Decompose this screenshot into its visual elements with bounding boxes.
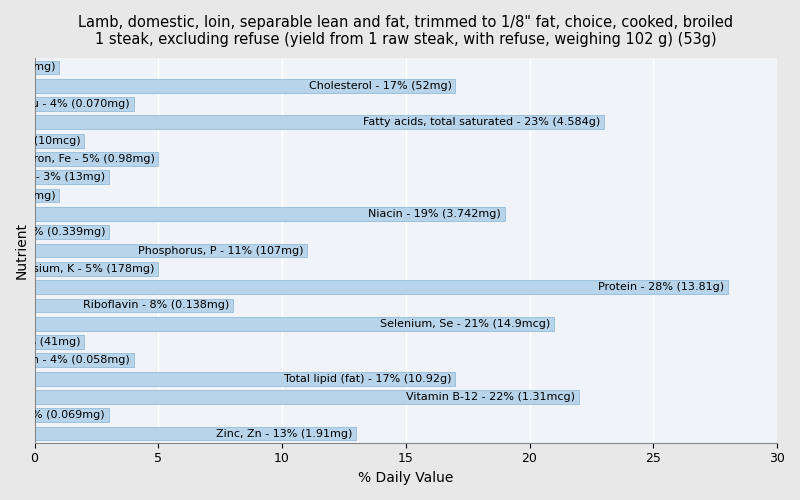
Bar [34,298,233,312]
Text: Selenium, Se - 21% (14.9mcg): Selenium, Se - 21% (14.9mcg) [380,318,550,328]
Bar [34,97,134,111]
Text: Total lipid (fat) - 17% (10.92g): Total lipid (fat) - 17% (10.92g) [284,374,451,384]
Bar [34,262,158,276]
Text: Protein - 28% (13.81g): Protein - 28% (13.81g) [598,282,724,292]
Text: Folate, total - 2% (10mcg): Folate, total - 2% (10mcg) [0,136,80,145]
Bar [34,372,455,386]
Bar [34,408,109,422]
Bar [34,244,307,258]
Bar [34,116,604,129]
Text: Sodium, Na - 2% (41mg): Sodium, Na - 2% (41mg) [0,337,80,347]
Text: Riboflavin - 8% (0.138mg): Riboflavin - 8% (0.138mg) [82,300,229,310]
Bar [34,335,84,349]
Text: Calcium, Ca - 1% (11mg): Calcium, Ca - 1% (11mg) [0,62,55,72]
Bar [34,188,59,202]
Bar [34,317,554,330]
Text: Phosphorus, P - 11% (107mg): Phosphorus, P - 11% (107mg) [138,246,303,256]
Bar [34,354,134,367]
Bar [34,134,84,147]
Bar [34,390,579,404]
Text: Niacin - 19% (3.742mg): Niacin - 19% (3.742mg) [368,209,501,219]
Y-axis label: Nutrient: Nutrient [15,222,29,279]
Bar [34,79,455,92]
Bar [34,152,158,166]
Bar [34,226,109,239]
Text: Magnesium, Mg - 3% (13mg): Magnesium, Mg - 3% (13mg) [0,172,105,182]
Text: Manganese, Mn - 1% (0.012mg): Manganese, Mn - 1% (0.012mg) [0,190,55,200]
Bar [34,170,109,184]
Text: Potassium, K - 5% (178mg): Potassium, K - 5% (178mg) [3,264,154,274]
Text: Thiamin - 4% (0.058mg): Thiamin - 4% (0.058mg) [0,356,130,366]
Text: Fatty acids, total saturated - 23% (4.584g): Fatty acids, total saturated - 23% (4.58… [363,118,600,128]
Text: Copper, Cu - 4% (0.070mg): Copper, Cu - 4% (0.070mg) [0,99,130,109]
Text: Pantothenic acid - 3% (0.339mg): Pantothenic acid - 3% (0.339mg) [0,227,105,237]
Text: Iron, Fe - 5% (0.98mg): Iron, Fe - 5% (0.98mg) [30,154,154,164]
Title: Lamb, domestic, loin, separable lean and fat, trimmed to 1/8" fat, choice, cooke: Lamb, domestic, loin, separable lean and… [78,15,734,48]
Text: Vitamin B-12 - 22% (1.31mcg): Vitamin B-12 - 22% (1.31mcg) [406,392,575,402]
Bar [34,280,727,294]
Bar [34,426,356,440]
Bar [34,207,505,221]
Text: Vitamin B-6 - 3% (0.069mg): Vitamin B-6 - 3% (0.069mg) [0,410,105,420]
Text: Zinc, Zn - 13% (1.91mg): Zinc, Zn - 13% (1.91mg) [216,428,353,438]
X-axis label: % Daily Value: % Daily Value [358,471,454,485]
Text: Cholesterol - 17% (52mg): Cholesterol - 17% (52mg) [309,80,451,90]
Bar [34,60,59,74]
